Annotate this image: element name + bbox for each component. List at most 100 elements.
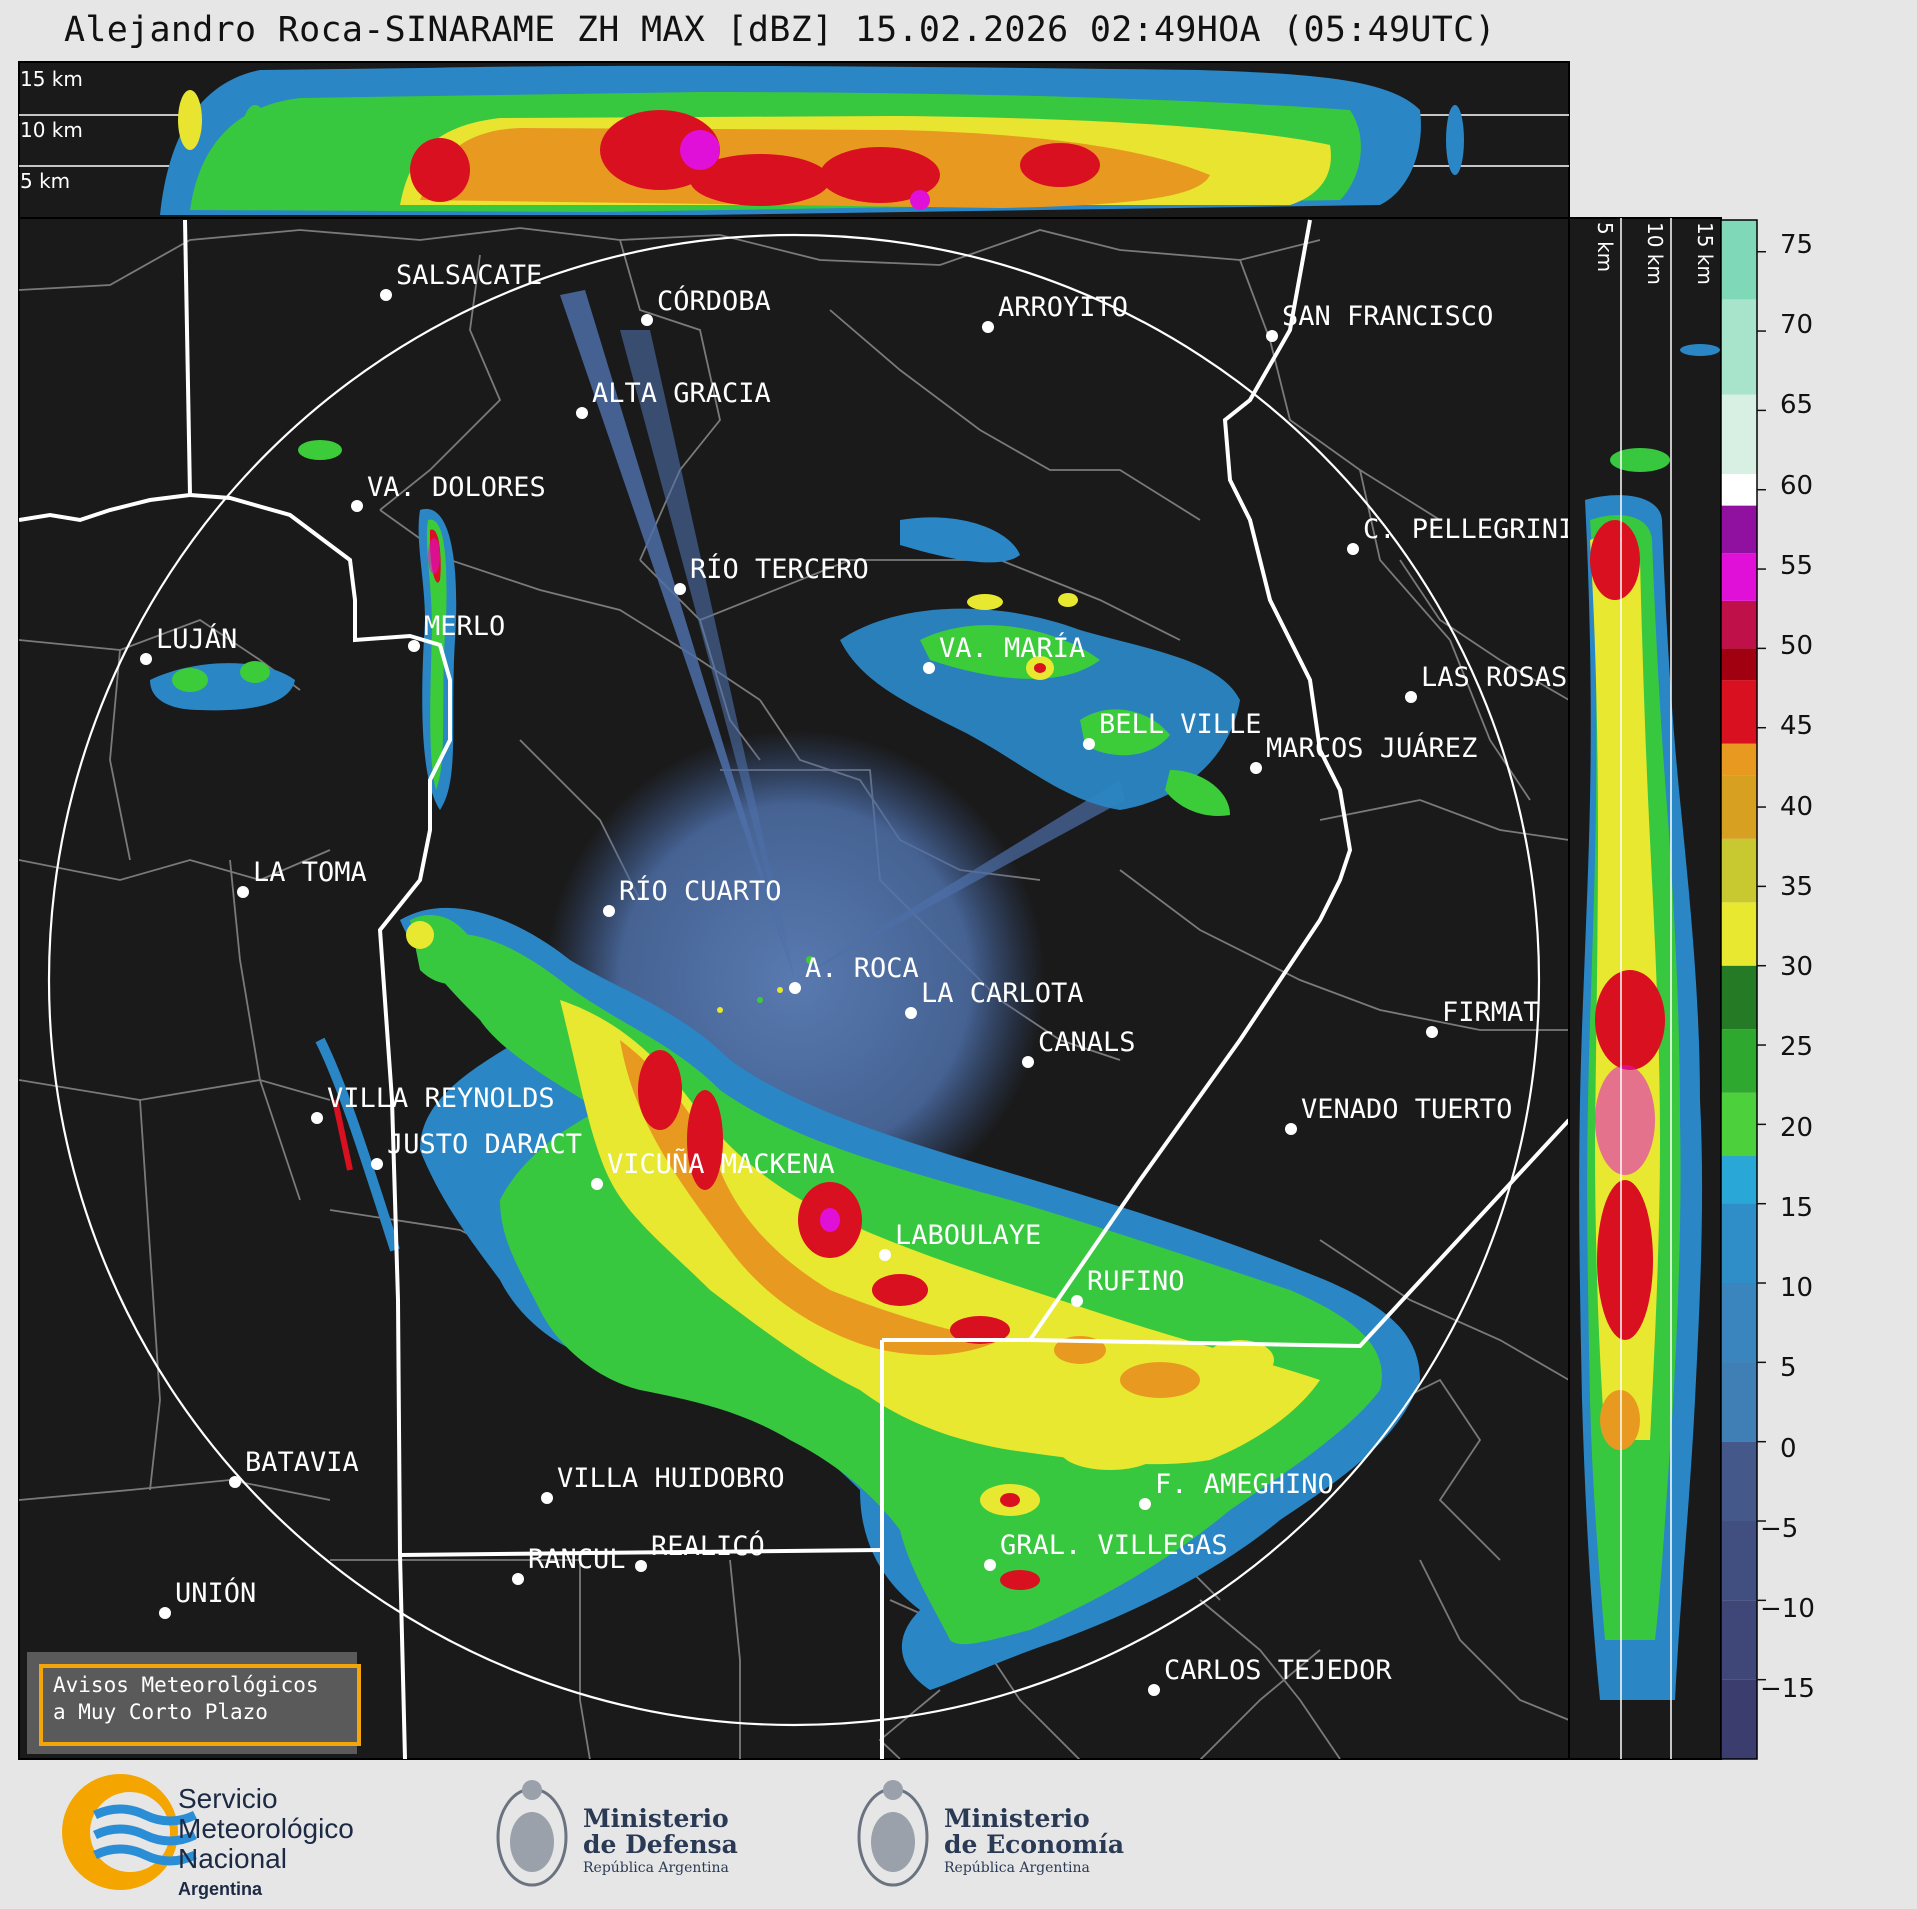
colorbar-segment (1721, 648, 1757, 681)
colorbar-segment (1721, 1679, 1757, 1759)
city-label: RANCUL (528, 1544, 626, 1575)
economia-emblem-icon (857, 1780, 929, 1887)
top-height-profile: 15 km 10 km 5 km (18, 61, 1570, 219)
economia-logo-text: Ministerio de Economía República Argenti… (944, 1806, 1124, 1878)
colorbar-segment (1721, 902, 1757, 966)
colorbar-label: 70 (1780, 310, 1813, 340)
radar-range-circle (47, 233, 1541, 1727)
colorbar-segment (1721, 600, 1757, 649)
colorbar-label: 55 (1780, 551, 1813, 581)
city-label: JUSTO DARACT (387, 1129, 582, 1160)
city-label: C. PELLEGRINI (1363, 514, 1574, 545)
colorbar-label: 0 (1780, 1434, 1797, 1464)
colorbar-label: 25 (1780, 1032, 1813, 1062)
city-label: ARROYITO (998, 292, 1128, 323)
economia-line: República Argentina (944, 1860, 1090, 1876)
city-label: VENADO TUERTO (1301, 1094, 1512, 1125)
colorbar: 75 70 65 60 55 50 45 40 35 30 25 20 15 1… (1720, 219, 1815, 1760)
city-label: ALTA GRACIA (592, 378, 771, 409)
defensa-line: República Argentina (583, 1860, 729, 1876)
colorbar-segment (1721, 838, 1757, 903)
city-label: CARLOS TEJEDOR (1164, 1655, 1392, 1686)
side-height-profile: 5 km 10 km 15 km (1568, 217, 1722, 1760)
colorbar-label: 15 (1780, 1193, 1813, 1223)
radar-map: SALSACATE CÓRDOBA ARROYITO SAN FRANCISCO… (18, 217, 1574, 1760)
colorbar-label: 45 (1780, 711, 1813, 741)
city-label: VILLA REYNOLDS (327, 1083, 555, 1114)
city-label: LABOULAYE (895, 1220, 1041, 1251)
colorbar-label: 5 (1780, 1353, 1797, 1383)
city-label: REALICÓ (651, 1530, 765, 1562)
city-label: A. ROCA (805, 953, 919, 984)
alert-line: Avisos Meteorológicos (53, 1673, 319, 1697)
colorbar-segment (1721, 775, 1757, 839)
radar-echoes (150, 290, 1420, 1690)
waves-icon (93, 1804, 197, 1826)
city-labels: SALSACATE CÓRDOBA ARROYITO SAN FRANCISCO… (156, 260, 1574, 1686)
colorbar-label: −15 (1760, 1674, 1815, 1704)
city-label: BATAVIA (245, 1447, 359, 1478)
colorbar-segment (1721, 1156, 1757, 1204)
defensa-logo-text: Ministerio de Defensa República Argentin… (583, 1806, 738, 1878)
height-label: 15 km (1693, 222, 1717, 285)
city-label: SAN FRANCISCO (1282, 301, 1493, 332)
city-label: VILLA HUIDOBRO (557, 1463, 785, 1494)
city-label: F. AMEGHINO (1155, 1469, 1334, 1500)
defensa-line: de Defensa (583, 1830, 738, 1859)
city-label: RÍO CUARTO (619, 875, 782, 907)
city-label: CANALS (1038, 1027, 1136, 1058)
colorbar-label: 35 (1780, 872, 1813, 902)
smn-line: Servicio (178, 1783, 278, 1814)
defensa-emblem-icon (496, 1780, 568, 1887)
city-label: VA. MARÍA (939, 632, 1085, 664)
smn-line: Meteorológico (178, 1813, 354, 1844)
city-label: SALSACATE (396, 260, 542, 291)
city-label: UNIÓN (175, 1577, 256, 1609)
economia-line: Ministerio (944, 1804, 1090, 1833)
smn-line: Argentina (178, 1879, 263, 1899)
colorbar-segment (1721, 1521, 1757, 1601)
height-label: 10 km (1643, 222, 1667, 285)
alert-line: a Muy Corto Plazo (53, 1700, 268, 1724)
city-label: RÍO TERCERO (690, 553, 869, 585)
height-label: 5 km (1593, 222, 1617, 272)
city-label: LA CARLOTA (921, 978, 1084, 1009)
colorbar-segment (1721, 965, 1757, 1030)
economia-line: de Economía (944, 1830, 1125, 1859)
alert-box[interactable]: Avisos Meteorológicos a Muy Corto Plazo (27, 1652, 361, 1754)
city-label: LA TOMA (253, 857, 367, 888)
colorbar-label: 30 (1780, 952, 1813, 982)
colorbar-segment (1721, 394, 1757, 474)
colorbar-label: 40 (1780, 792, 1813, 822)
colorbar-segment (1721, 505, 1757, 554)
colorbar-label: 20 (1780, 1113, 1813, 1143)
city-label: GRAL. VILLEGAS (1000, 1530, 1228, 1561)
colorbar-segments (1721, 220, 1757, 1759)
city-label: BELL VILLE (1099, 709, 1262, 740)
colorbar-label: 50 (1780, 631, 1813, 661)
colorbar-label: −5 (1760, 1514, 1798, 1544)
city-label: MARCOS JUÁREZ (1266, 732, 1477, 764)
colorbar-label: 75 (1780, 230, 1813, 260)
height-label: 15 km (20, 67, 83, 91)
map-title: Alejandro Roca-SINARAME ZH MAX [dBZ] 15.… (64, 10, 1496, 50)
colorbar-segment (1721, 1441, 1757, 1522)
colorbar-label: −10 (1760, 1594, 1815, 1624)
height-label: 5 km (20, 169, 70, 193)
colorbar-segment (1721, 553, 1757, 601)
colorbar-label: 65 (1780, 390, 1813, 420)
height-label: 10 km (20, 118, 83, 142)
colorbar-segment (1721, 1283, 1757, 1363)
defensa-line: Ministerio (583, 1804, 729, 1833)
province-borders (19, 219, 1569, 1759)
colorbar-labels: 75 70 65 60 55 50 45 40 35 30 25 20 15 1… (1760, 230, 1815, 1704)
colorbar-segment (1721, 220, 1757, 300)
colorbar-segment (1721, 1362, 1757, 1442)
city-label: LUJÁN (156, 623, 237, 655)
colorbar-segment (1721, 1092, 1757, 1157)
smn-line: Nacional (178, 1843, 287, 1874)
colorbar-segment (1721, 1600, 1757, 1680)
colorbar-segment (1721, 299, 1757, 395)
colorbar-segment (1721, 1203, 1757, 1284)
